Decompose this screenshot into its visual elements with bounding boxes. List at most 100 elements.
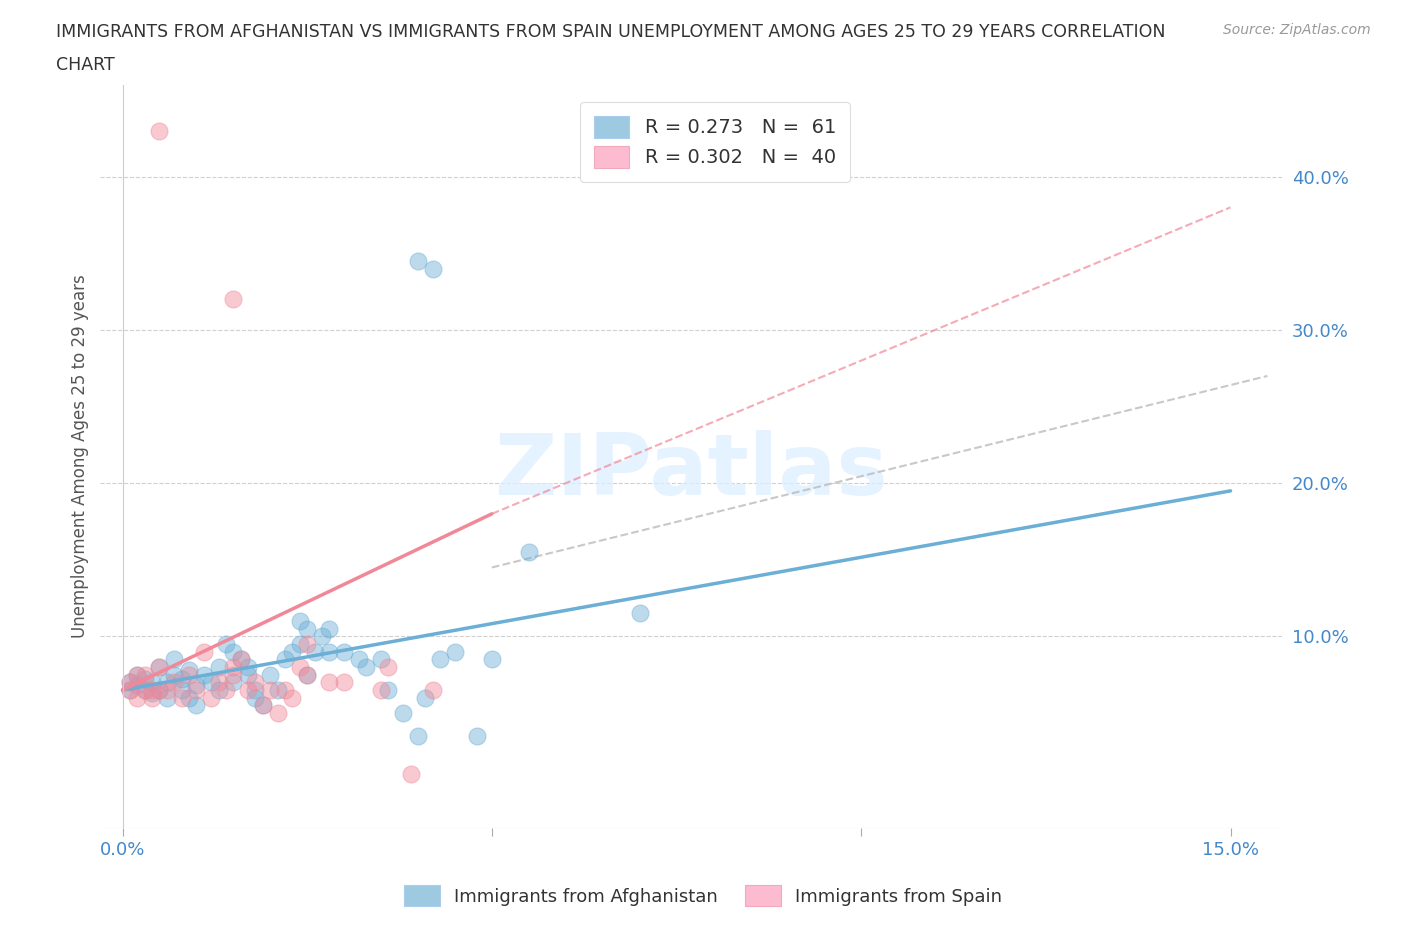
Point (295, 621, 318, 636)
Point (127, 668, 149, 683)
Point (370, 652, 392, 667)
Point (481, 652, 503, 667)
Point (245, 690, 267, 705)
Point (399, 767, 422, 782)
Point (134, 683, 156, 698)
Point (266, 683, 288, 698)
Point (628, 606, 651, 621)
Point (177, 663, 200, 678)
Point (118, 675, 141, 690)
Point (141, 675, 163, 690)
Point (406, 254, 429, 269)
Point (163, 652, 186, 667)
Point (200, 690, 222, 705)
Point (295, 668, 318, 683)
Point (156, 675, 179, 690)
Point (170, 690, 193, 705)
Point (148, 124, 170, 139)
Point (127, 668, 149, 683)
Point (222, 659, 245, 674)
Point (148, 683, 170, 698)
Point (295, 637, 318, 652)
Point (193, 668, 215, 683)
Point (127, 690, 149, 705)
Text: Source: ZipAtlas.com: Source: ZipAtlas.com (1223, 23, 1371, 37)
Legend: R = 0.273   N =  61, R = 0.302   N =  40: R = 0.273 N = 61, R = 0.302 N = 40 (581, 102, 849, 182)
Point (200, 675, 222, 690)
Point (377, 683, 399, 698)
Point (215, 683, 238, 698)
Point (229, 652, 252, 667)
Point (304, 644, 326, 659)
Text: IMMIGRANTS FROM AFGHANISTAN VS IMMIGRANTS FROM SPAIN UNEMPLOYMENT AMONG AGES 25 : IMMIGRANTS FROM AFGHANISTAN VS IMMIGRANT… (56, 23, 1166, 41)
Point (311, 629, 333, 644)
Point (245, 675, 267, 690)
Point (222, 644, 245, 659)
Point (259, 683, 281, 698)
Point (163, 668, 186, 683)
Point (318, 621, 340, 636)
Point (422, 683, 444, 698)
Point (288, 637, 311, 652)
Point (118, 683, 141, 698)
Text: CHART: CHART (56, 56, 115, 73)
Point (259, 668, 281, 683)
Point (429, 652, 451, 667)
Point (207, 659, 229, 674)
Point (392, 706, 415, 721)
Point (465, 728, 488, 743)
Point (134, 668, 156, 683)
Point (288, 659, 311, 674)
Point (222, 668, 245, 683)
Point (318, 644, 340, 659)
Point (347, 652, 370, 667)
Point (274, 683, 297, 698)
Point (517, 545, 540, 560)
Point (193, 644, 215, 659)
Point (148, 659, 170, 674)
Point (186, 683, 208, 698)
Point (141, 685, 163, 700)
Point (229, 652, 252, 667)
Point (415, 690, 437, 705)
Y-axis label: Unemployment Among Ages 25 to 29 years: Unemployment Among Ages 25 to 29 years (72, 274, 89, 638)
Point (207, 675, 229, 690)
Point (118, 675, 141, 690)
Point (333, 644, 356, 659)
Point (236, 659, 259, 674)
Point (288, 614, 311, 629)
Point (170, 683, 193, 698)
Point (295, 668, 318, 683)
Point (444, 644, 467, 659)
Point (318, 675, 340, 690)
Text: ZIPatlas: ZIPatlas (495, 430, 889, 512)
Point (156, 683, 179, 698)
Point (222, 675, 245, 690)
Point (170, 671, 193, 686)
Point (281, 690, 304, 705)
Point (356, 659, 378, 674)
Point (370, 683, 392, 698)
Point (274, 652, 297, 667)
Point (148, 683, 170, 698)
Point (141, 683, 163, 698)
Point (134, 683, 156, 698)
Point (422, 261, 444, 276)
Point (252, 698, 274, 713)
Point (266, 706, 288, 721)
Point (177, 668, 200, 683)
Point (281, 644, 304, 659)
Point (222, 292, 245, 307)
Point (377, 659, 399, 674)
Point (252, 698, 274, 713)
Point (127, 678, 149, 693)
Point (148, 659, 170, 674)
Point (245, 683, 267, 698)
Point (333, 675, 356, 690)
Point (177, 690, 200, 705)
Point (118, 683, 141, 698)
Point (406, 728, 429, 743)
Point (215, 637, 238, 652)
Point (163, 675, 186, 690)
Point (186, 678, 208, 693)
